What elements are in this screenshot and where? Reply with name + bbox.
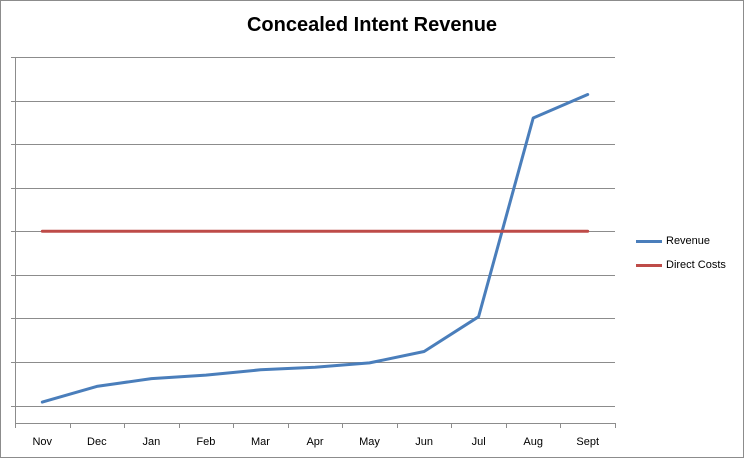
x-tick-label: Apr	[306, 436, 323, 448]
x-tick-label: Sept	[576, 436, 599, 448]
legend-item: Direct Costs	[636, 253, 726, 277]
x-tick-label: Dec	[87, 436, 107, 448]
chart-legend: Revenue Direct Costs	[636, 229, 726, 277]
legend-item: Revenue	[636, 229, 726, 253]
x-tick-label: May	[359, 436, 380, 448]
x-tick-label: Aug	[523, 436, 543, 448]
legend-label: Direct Costs	[666, 259, 726, 271]
x-tick-label: Nov	[32, 436, 52, 448]
legend-label: Revenue	[666, 235, 711, 247]
legend-swatch	[636, 263, 662, 267]
chart-title: Concealed Intent Revenue	[246, 14, 498, 36]
x-tick-label: Mar	[251, 436, 270, 448]
x-tick-label: Jan	[142, 436, 160, 448]
x-tick-label: Jun	[415, 436, 433, 448]
x-tick-label: Jul	[472, 436, 486, 448]
series-line-1	[40, 93, 590, 404]
x-tick-label: Feb	[196, 436, 215, 448]
legend-swatch	[636, 239, 662, 243]
